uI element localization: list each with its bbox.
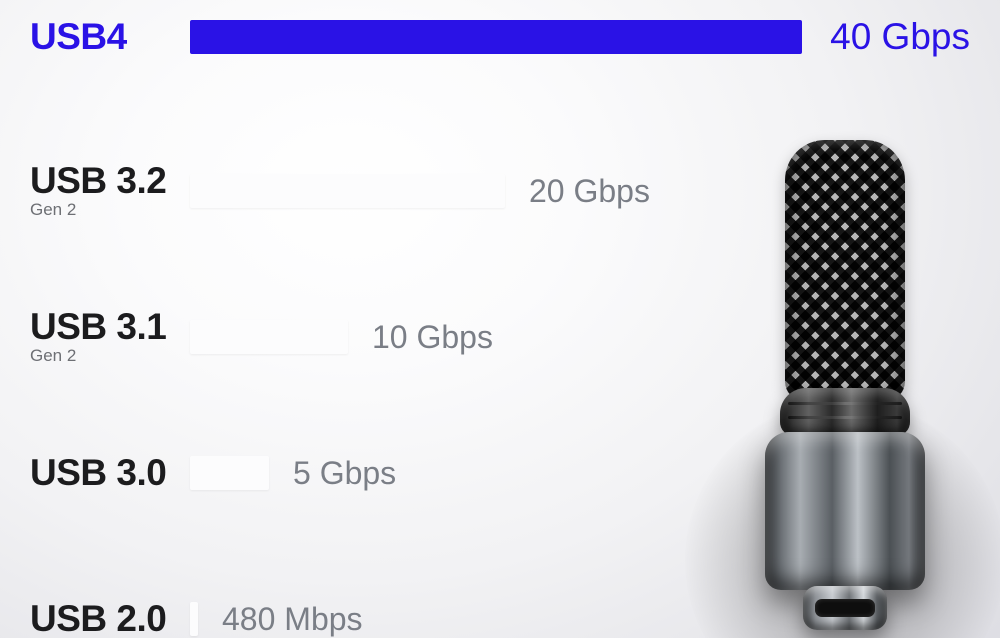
- label-block-usb32: USB 3.2 Gen 2: [30, 162, 190, 220]
- label-usb4: USB4: [30, 18, 190, 55]
- row-usb20: USB 2.0 480 Mbps: [30, 600, 970, 637]
- label-block-usb30: USB 3.0: [30, 454, 190, 491]
- label-usb30: USB 3.0: [30, 454, 190, 491]
- bar-usb4: [190, 20, 802, 54]
- label-usb31: USB 3.1: [30, 308, 190, 345]
- usb-speed-infographic: USB4 40 Gbps USB 3.2 Gen 2 20 Gbps USB 3…: [0, 0, 1000, 638]
- label-block-usb31: USB 3.1 Gen 2: [30, 308, 190, 366]
- bar-usb30: [190, 456, 269, 490]
- sublabel-usb32: Gen 2: [30, 201, 190, 220]
- row-usb32: USB 3.2 Gen 2 20 Gbps: [30, 162, 970, 220]
- value-usb30: 5 Gbps: [293, 457, 396, 489]
- label-block-usb20: USB 2.0: [30, 600, 190, 637]
- row-usb4: USB4 40 Gbps: [30, 18, 970, 55]
- sublabel-usb31: Gen 2: [30, 347, 190, 366]
- bar-usb31: [190, 320, 348, 354]
- row-usb31: USB 3.1 Gen 2 10 Gbps: [30, 308, 970, 366]
- label-usb32: USB 3.2: [30, 162, 190, 199]
- bar-usb32: [190, 174, 505, 208]
- row-usb30: USB 3.0 5 Gbps: [30, 454, 970, 491]
- label-usb20: USB 2.0: [30, 600, 190, 637]
- value-usb32: 20 Gbps: [529, 175, 650, 207]
- value-usb20: 480 Mbps: [222, 603, 363, 635]
- label-block-usb4: USB4: [30, 18, 190, 55]
- value-usb31: 10 Gbps: [372, 321, 493, 353]
- value-usb4: 40 Gbps: [830, 18, 970, 55]
- bar-usb20: [190, 602, 198, 636]
- cable-strain-relief: [780, 388, 910, 436]
